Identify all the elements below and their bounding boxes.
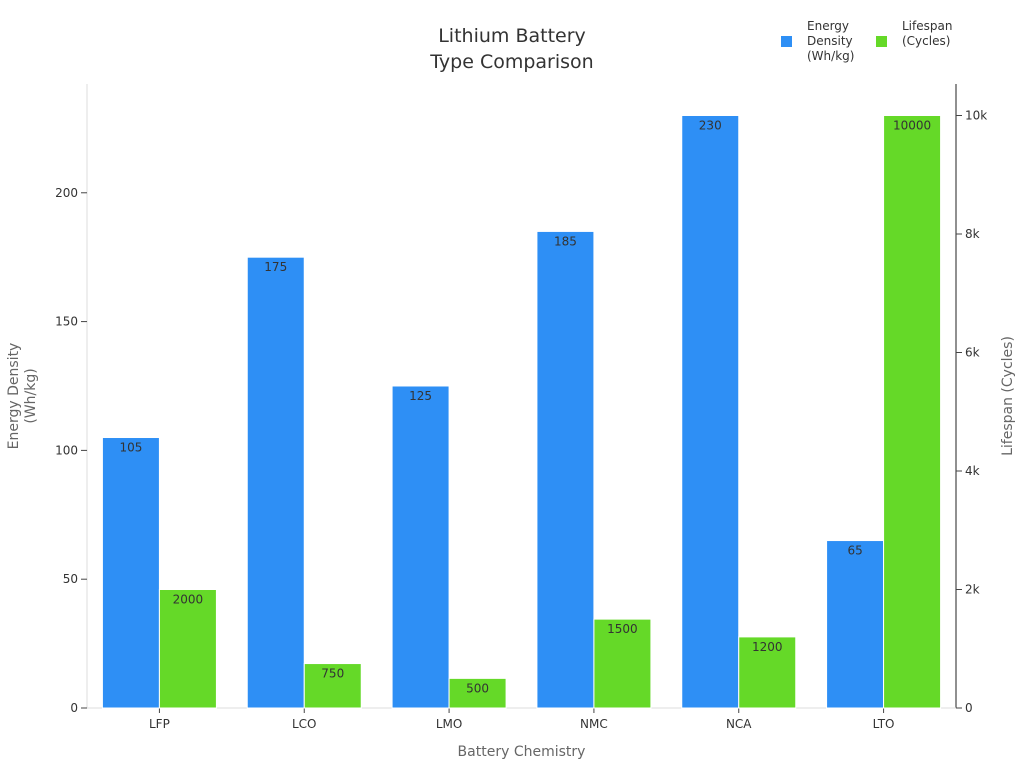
x-tick-label: LCO — [292, 717, 317, 731]
chart-title-line: Lithium Battery — [438, 25, 586, 47]
lifespan-label-lto: 10000 — [893, 119, 931, 133]
energy-density-label-nca: 230 — [699, 119, 722, 133]
energy-density-bar-lco — [246, 256, 305, 709]
y2-tick-label: 4k — [965, 464, 980, 478]
bar-labels: 105 2000 175 750 125 500 185 1500 230 1200 65 10000 — [119, 119, 931, 696]
lifespan-label-nca: 1200 — [752, 640, 783, 654]
energy-density-bar-nmc — [536, 230, 595, 709]
lifespan-bar-lco — [303, 663, 362, 709]
energy-density-label-lco: 175 — [264, 260, 287, 274]
y-tick-label: 100 — [55, 443, 78, 457]
lifespan-label-lco: 750 — [321, 667, 344, 681]
legend: Energy Density (Wh/kg) Lifespan (Cycles) — [781, 19, 952, 63]
y-tick-label: 50 — [63, 572, 78, 586]
energy-density-label-lto: 65 — [847, 544, 862, 558]
chart-title-line: Type Comparison — [429, 51, 593, 73]
energy-density-bar-lto — [826, 540, 885, 709]
legend-label: Lifespan (Cycles) — [902, 19, 952, 48]
energy-density-label-lmo: 125 — [409, 389, 432, 403]
y2-tick-label: 2k — [965, 583, 980, 597]
chart-title: Lithium Battery Type Comparison — [429, 25, 593, 73]
energy-density-bar-nca — [681, 115, 740, 709]
x-axis-title: Battery Chemistry — [458, 744, 586, 760]
lifespan-bar-nmc — [593, 618, 652, 709]
lifespan-bar-lfp — [158, 589, 217, 709]
x-tick-label: LMO — [436, 717, 462, 731]
x-tick-label: NMC — [580, 717, 608, 731]
x-tick-label: LFP — [149, 717, 170, 731]
y-tick-label: 150 — [55, 315, 78, 329]
x-tick-label: LTO — [873, 717, 895, 731]
lifespan-label-lfp: 2000 — [173, 593, 204, 607]
lifespan-bar-nca — [738, 636, 797, 709]
legend-swatch — [781, 36, 792, 47]
legend-label: Energy Density (Wh/kg) — [807, 19, 854, 63]
y-tick-label: 200 — [55, 186, 78, 200]
y-tick-label: 0 — [70, 701, 78, 715]
energy-density-label-nmc: 185 — [554, 234, 577, 248]
lifespan-bar-lto — [883, 115, 942, 709]
energy-density-bar-lmo — [391, 385, 450, 709]
x-tick-label: NCA — [726, 717, 752, 731]
lifespan-label-nmc: 1500 — [607, 622, 638, 636]
energy-density-bar-lfp — [101, 437, 160, 709]
y2-tick-label: 10k — [965, 109, 987, 123]
y2-tick-label: 0 — [965, 701, 973, 715]
y2-tick-label: 8k — [965, 227, 980, 241]
bars — [101, 115, 942, 709]
legend-swatch — [876, 36, 887, 47]
lifespan-bar-lmo — [448, 677, 507, 709]
energy-density-label-lfp: 105 — [119, 441, 142, 455]
y2-axis-title: Lifespan (Cycles) — [1000, 336, 1016, 456]
y2-tick-label: 6k — [965, 346, 980, 360]
y-axis-title: Energy Density(Wh/kg) — [6, 343, 39, 450]
lifespan-label-lmo: 500 — [466, 681, 489, 695]
